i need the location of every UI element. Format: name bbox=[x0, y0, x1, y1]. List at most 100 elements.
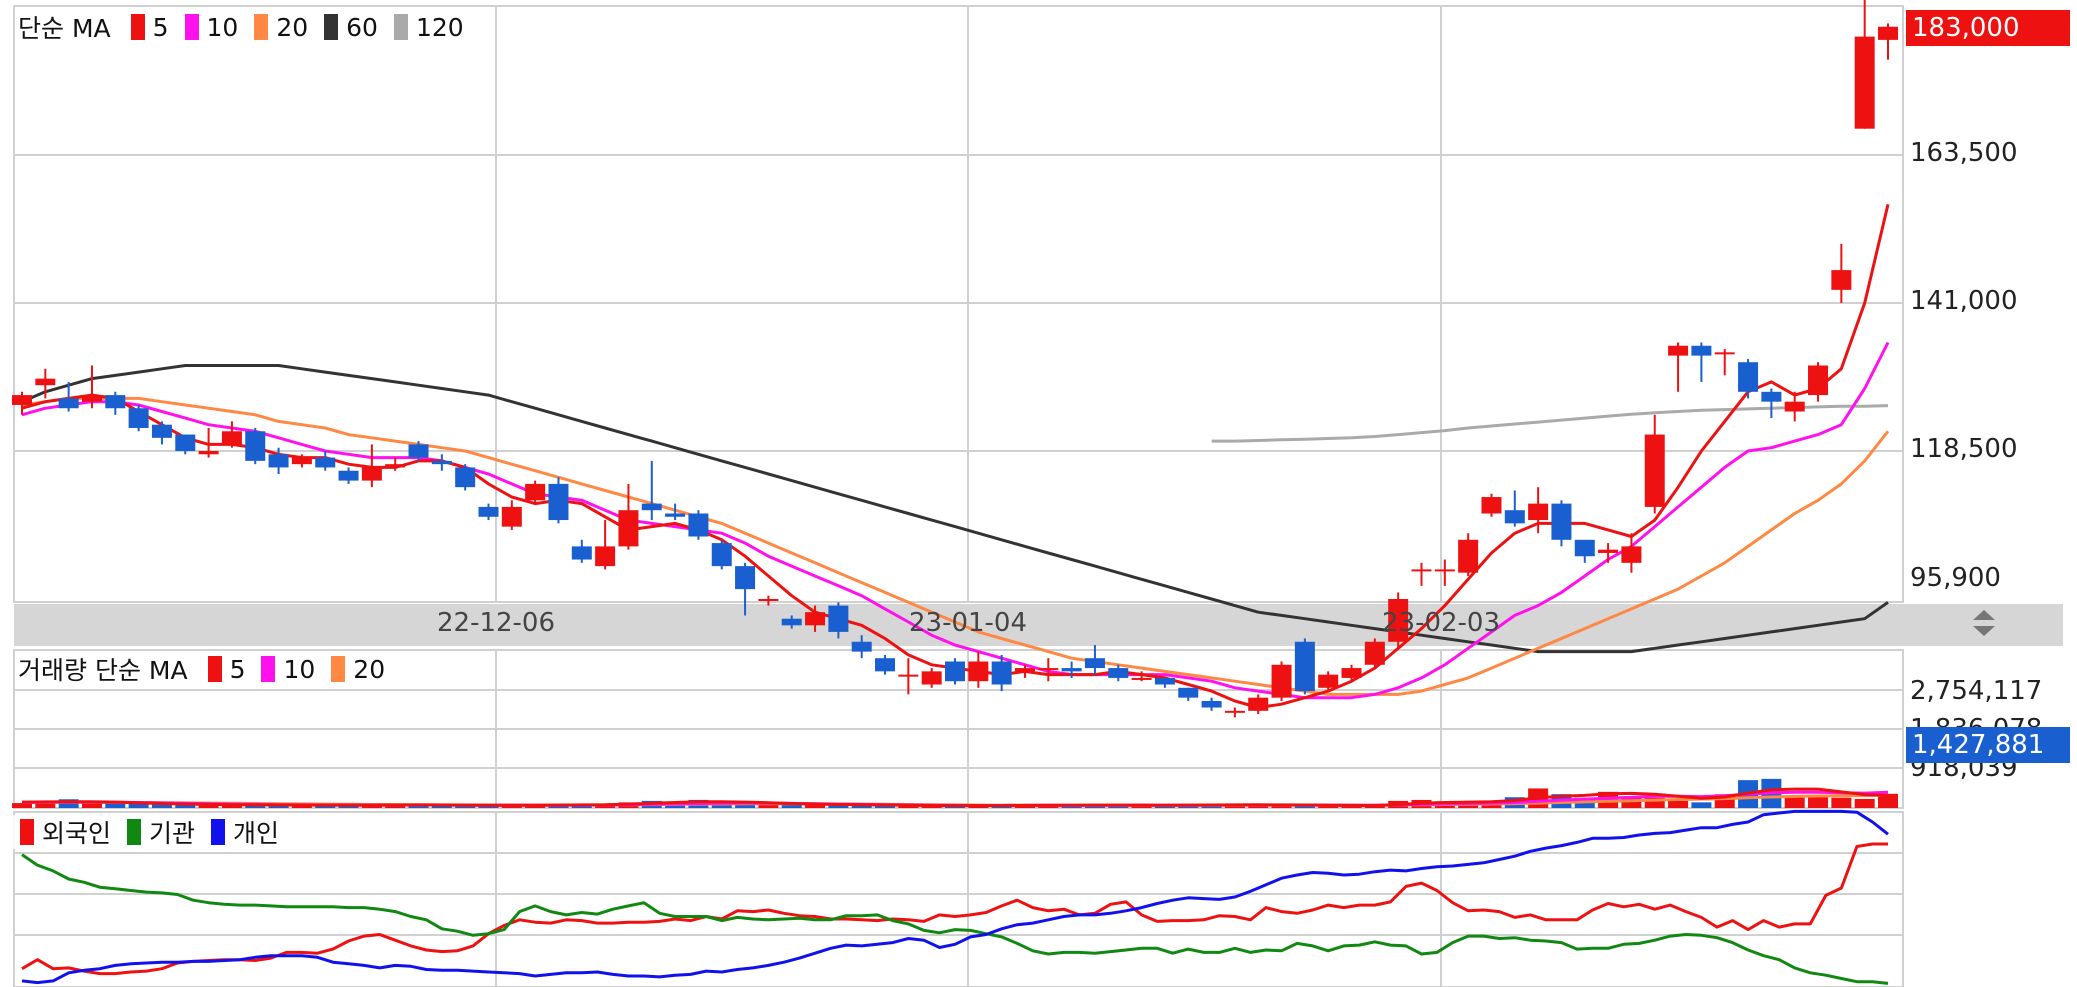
volume-bar bbox=[455, 805, 476, 808]
candle bbox=[1644, 414, 1665, 514]
candle-body bbox=[1458, 539, 1479, 573]
candle-body bbox=[781, 618, 802, 626]
candle-body bbox=[338, 470, 359, 481]
candle bbox=[1878, 23, 1898, 60]
candle bbox=[571, 539, 592, 563]
vol-ma5-swatch bbox=[207, 656, 222, 682]
candle-body bbox=[1784, 401, 1805, 412]
volume-bar bbox=[431, 805, 452, 808]
candle-body bbox=[665, 513, 686, 517]
volume-ma5-line bbox=[21, 787, 1889, 808]
candle bbox=[291, 454, 312, 468]
candle-body bbox=[431, 460, 452, 465]
candle-body bbox=[245, 431, 266, 461]
candle-body bbox=[1854, 36, 1875, 129]
candle bbox=[1201, 697, 1222, 711]
volume-bar bbox=[1808, 797, 1829, 808]
candle-body bbox=[1668, 345, 1689, 356]
candle-body bbox=[1621, 546, 1642, 563]
candle-body bbox=[478, 506, 499, 517]
date-label: 23-02-03 bbox=[1381, 608, 1501, 638]
candle bbox=[735, 562, 756, 616]
individual-swatch bbox=[211, 819, 226, 845]
volume-bar bbox=[128, 803, 149, 808]
candle bbox=[1108, 664, 1129, 682]
candle bbox=[151, 421, 172, 445]
candle bbox=[431, 454, 452, 471]
candle bbox=[361, 444, 382, 488]
vol-ma10-swatch bbox=[261, 656, 276, 682]
candle-body bbox=[758, 599, 779, 601]
ma20-swatch bbox=[254, 14, 269, 40]
candle-body bbox=[968, 661, 989, 682]
candle-body bbox=[1154, 677, 1175, 685]
candle-body bbox=[1574, 539, 1595, 557]
candle-body bbox=[1388, 599, 1409, 642]
candle-body bbox=[501, 506, 522, 527]
candle bbox=[805, 605, 826, 632]
candle-body bbox=[35, 378, 56, 386]
date-label: 22-12-06 bbox=[436, 608, 556, 638]
candle-body bbox=[1108, 668, 1129, 678]
candle bbox=[665, 503, 686, 521]
panel-resize-icon[interactable] bbox=[1971, 608, 1997, 638]
candle bbox=[1178, 687, 1199, 701]
price-axis-label: 118,500 bbox=[1910, 434, 2018, 464]
candle-body bbox=[1738, 362, 1759, 392]
volume-bar bbox=[781, 804, 802, 808]
candle bbox=[1574, 539, 1595, 563]
current-volume-tag: 1,427,881 bbox=[1906, 727, 2070, 763]
candle bbox=[1854, 0, 1875, 129]
volume-bar bbox=[1294, 805, 1315, 808]
candle bbox=[991, 654, 1012, 692]
foreign-label: 외국인 bbox=[42, 819, 112, 848]
volume-bar bbox=[151, 804, 172, 808]
ma60-label: 60 bbox=[346, 12, 378, 42]
volume-bar bbox=[1644, 797, 1665, 808]
candle bbox=[268, 447, 289, 475]
vol-ma5-label: 5 bbox=[229, 654, 246, 684]
candle bbox=[1738, 358, 1759, 399]
price-axis-label: 163,500 bbox=[1910, 138, 2018, 168]
volume-bar bbox=[175, 805, 196, 808]
ma20-line bbox=[21, 396, 1890, 696]
candle-body bbox=[105, 395, 126, 409]
candle bbox=[105, 391, 126, 415]
volume-bar bbox=[1784, 797, 1805, 808]
candle bbox=[12, 391, 32, 415]
candle-body bbox=[128, 408, 149, 428]
candle bbox=[1504, 490, 1525, 527]
candle-body bbox=[618, 510, 639, 547]
candle-body bbox=[1178, 687, 1199, 698]
candle bbox=[1691, 342, 1712, 382]
candle bbox=[758, 595, 779, 606]
candle-body bbox=[1271, 664, 1292, 698]
volume-bar bbox=[315, 805, 336, 808]
candle bbox=[688, 510, 709, 540]
candle bbox=[221, 421, 242, 448]
foreign-swatch bbox=[20, 819, 34, 845]
ma20-label: 20 bbox=[276, 12, 309, 42]
candle bbox=[1458, 533, 1479, 576]
candle bbox=[1294, 638, 1315, 695]
individual-label: 개인 bbox=[233, 819, 280, 848]
candle-body bbox=[1644, 434, 1665, 507]
candle-body bbox=[711, 543, 732, 567]
candle-body bbox=[315, 457, 336, 468]
candle bbox=[478, 503, 499, 521]
volume-bar bbox=[1318, 805, 1339, 808]
candle bbox=[338, 467, 359, 484]
candle-body bbox=[1294, 641, 1315, 692]
date-axis-bar bbox=[14, 604, 2063, 646]
candle-body bbox=[688, 513, 709, 537]
ma10-label: 10 bbox=[206, 12, 239, 42]
date-label: 23-01-04 bbox=[908, 608, 1028, 638]
candle-body bbox=[875, 658, 896, 672]
candle-body bbox=[1014, 668, 1035, 672]
candle-body bbox=[851, 641, 872, 652]
candle-body bbox=[1318, 674, 1339, 688]
price-axis-label: 141,000 bbox=[1910, 286, 2018, 316]
candle-body bbox=[828, 605, 849, 632]
candle bbox=[1084, 645, 1105, 675]
